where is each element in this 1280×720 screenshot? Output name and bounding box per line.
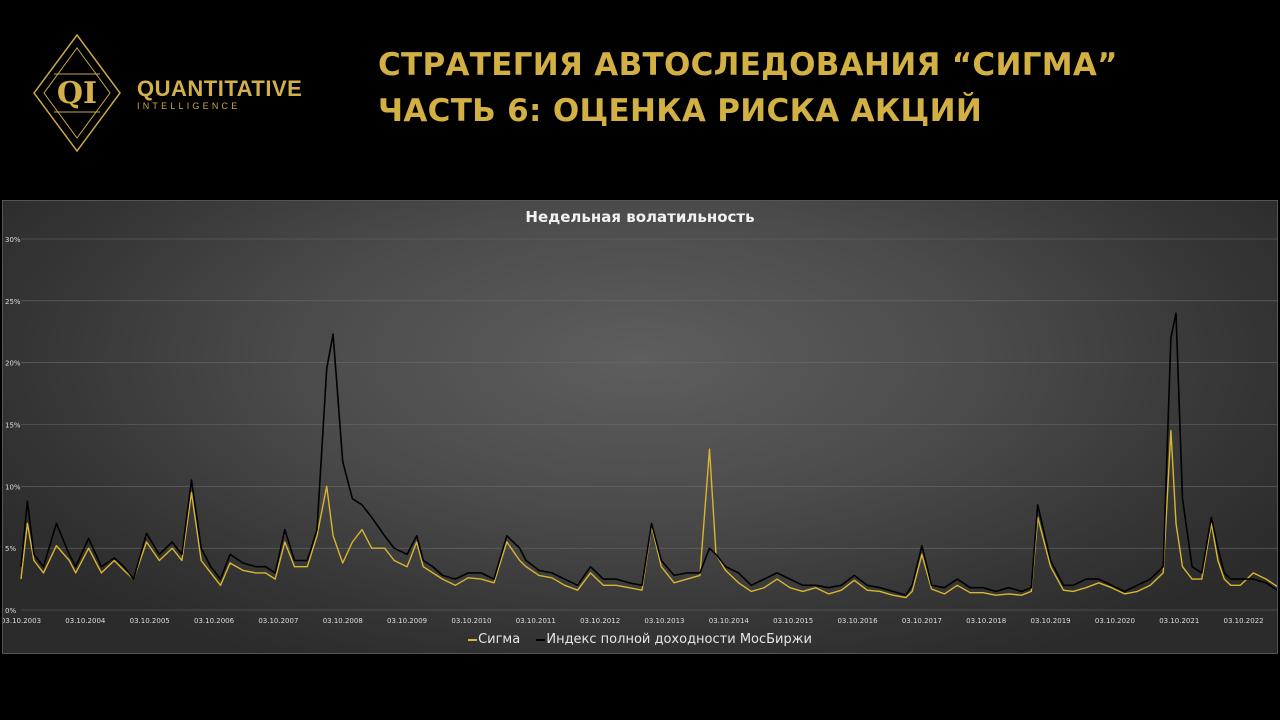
x-tick-label: 03.10.2012 <box>580 617 620 625</box>
x-tick-label: 03.10.2010 <box>451 617 491 625</box>
logo-diamond-icon: QI <box>33 33 121 153</box>
logo: QI <box>30 32 330 157</box>
x-tick-label: 03.10.2018 <box>966 617 1006 625</box>
x-tick-label: 03.10.2011 <box>516 617 556 625</box>
x-tick-label: 03.10.2004 <box>65 617 106 625</box>
logo-name: QUANTITATIVE <box>137 76 303 101</box>
series-line-sigma <box>20 429 1277 599</box>
page-title-line1: СТРАТЕГИЯ АВТОСЛЕДОВАНИЯ “СИГМА” <box>378 47 1118 83</box>
x-tick-label: 03.10.2007 <box>258 617 298 625</box>
x-tick-label: 03.10.2021 <box>1159 617 1199 625</box>
x-tick-label: 03.10.2014 <box>709 617 750 625</box>
legend-label-index: Индекс полной доходности МосБиржи <box>546 632 812 647</box>
x-tick-label: 03.10.2020 <box>1095 617 1135 625</box>
x-tick-label: 03.10.2009 <box>387 617 427 625</box>
legend-item-sigma: Сигма <box>468 632 520 647</box>
y-tick-label: 20% <box>5 360 21 368</box>
x-tick-label: 03.10.2017 <box>902 617 942 625</box>
page-title-line2: ЧАСТЬ 6: ОЦЕНКА РИСКА АКЦИЙ <box>378 93 983 129</box>
legend-swatch-index <box>536 638 546 641</box>
y-tick-label: 5% <box>5 545 16 553</box>
series-line-index <box>20 312 1277 597</box>
volatility-chart: 0% 5% 10% 15% 20% 25% 30% 03.10.2003 03.10.2004 0… <box>3 236 1277 625</box>
chart-legend: Сигма Индекс полной доходности МосБиржи <box>3 632 1277 647</box>
x-tick-label: 03.10.2016 <box>837 617 878 625</box>
x-tick-label: 03.10.2022 <box>1224 617 1264 625</box>
x-tick-label: 03.10.2013 <box>644 617 684 625</box>
y-tick-label: 10% <box>5 483 21 491</box>
x-tick-label: 03.10.2006 <box>194 617 235 625</box>
x-tick-label: 03.10.2019 <box>1031 617 1071 625</box>
y-tick-label: 15% <box>5 422 21 430</box>
x-tick-label: 03.10.2015 <box>773 617 813 625</box>
logo-subtitle: INTELLIGENCE <box>137 101 241 111</box>
x-tick-label: 03.10.2005 <box>130 617 170 625</box>
x-tick-label: 03.10.2003 <box>3 617 41 625</box>
chart-title: Недельная волатильность <box>525 208 755 226</box>
y-tick-label: 0% <box>5 607 16 615</box>
logo-monogram: QI <box>57 76 97 111</box>
chart-panel: Недельная волатильность 0% 5% 10% 15% 20% 25%… <box>2 200 1278 654</box>
x-tick-label: 03.10.2008 <box>323 617 363 625</box>
legend-item-index: Индекс полной доходности МосБиржи <box>536 632 812 647</box>
legend-swatch-sigma <box>468 638 478 641</box>
y-tick-label: 30% <box>5 236 21 244</box>
y-tick-label: 25% <box>5 298 21 306</box>
legend-label-sigma: Сигма <box>478 632 521 647</box>
